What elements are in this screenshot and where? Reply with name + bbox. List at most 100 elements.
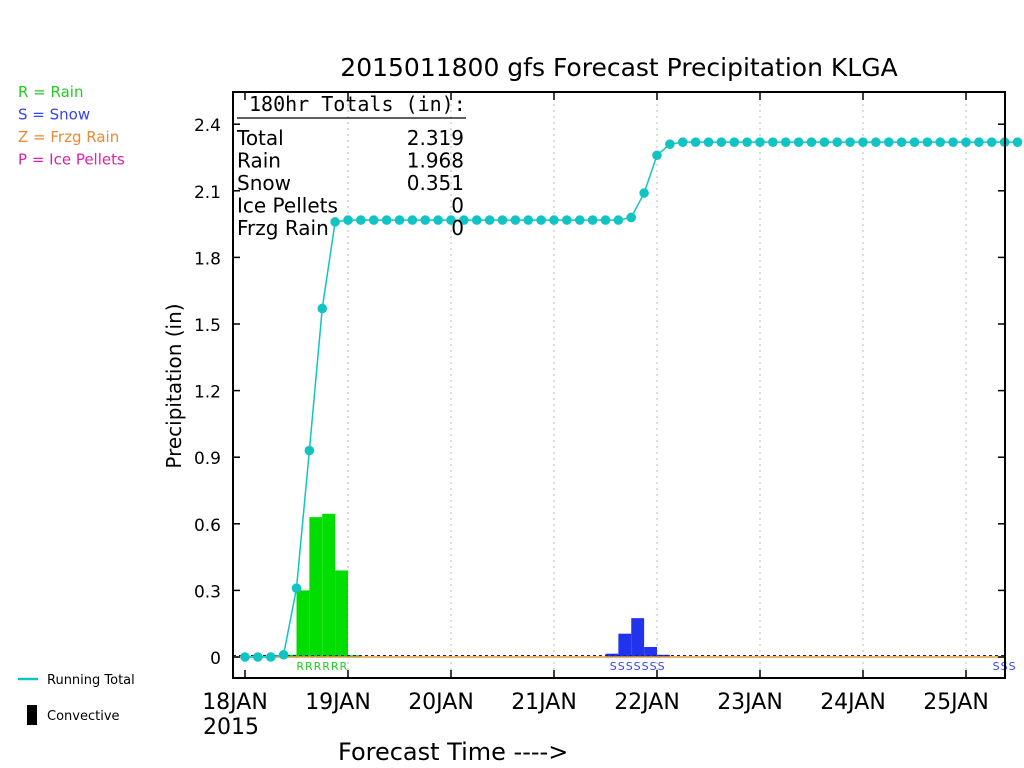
axes: 0 0.3 0.6 0.9 1.2 1.5 1.8 2.1 2.4 18JAN 19JAN 20JAN…: [194, 92, 1005, 715]
totals-value: 0.351: [407, 171, 464, 195]
totals-value: 1.968: [407, 149, 464, 173]
running-total-point: [652, 150, 662, 161]
rain-bar: [309, 517, 323, 657]
running-total-point: [394, 215, 405, 225]
ptype-legend: R = Rain S = Snow Z = Frzg Rain P = Ice Pel…: [18, 83, 125, 169]
running-total-point: [896, 137, 907, 147]
running-total-point: [986, 137, 997, 147]
series-legend-label: Convective: [47, 709, 120, 724]
ptype-legend-item: P = Ice Pellets: [18, 151, 125, 169]
y-tick-label: 0.6: [194, 516, 221, 536]
zero-line: RRRRRR SSSSSSS SSS: [233, 655, 1016, 673]
running-total-point: [922, 137, 933, 147]
running-total-point: [974, 137, 984, 147]
running-total-point: [523, 215, 534, 225]
grid: [347, 92, 967, 678]
running-total-point: [278, 649, 289, 660]
running-total-point: [845, 137, 855, 147]
running-total-point: [497, 215, 508, 225]
running-total-point: [871, 137, 881, 147]
y-tick-label: 0.9: [194, 449, 221, 469]
running-total-point: [446, 215, 456, 225]
x-tick-label: 20JAN: [408, 690, 474, 715]
totals-label: Frzg Rain: [237, 216, 329, 240]
running-total-point: [562, 215, 572, 225]
rain-bar: [348, 655, 361, 657]
y-tick-label: 1.5: [194, 316, 221, 336]
x-tick-label: 25JAN: [923, 690, 989, 715]
running-total-point: [729, 137, 740, 147]
running-total-point: [368, 215, 379, 225]
running-total-point: [755, 137, 765, 147]
x-tick-label: 24JAN: [820, 690, 886, 715]
running-total-point: [420, 215, 431, 225]
totals-box: 180hr Totals (in): Total 2.319 Rain 1.968 Sn…: [236, 92, 466, 240]
running-total-point: [1012, 137, 1023, 147]
running-total-point: [858, 137, 868, 147]
running-total-point: [549, 215, 559, 225]
running-total-point: [961, 137, 971, 147]
running-total-point: [909, 137, 920, 147]
y-tick-label: 0.3: [194, 582, 221, 602]
running-total-point: [665, 139, 675, 149]
convective-swatch: [27, 705, 37, 725]
totals-label: Snow: [237, 171, 291, 195]
running-total-point: [716, 137, 727, 147]
totals-label: Rain: [237, 149, 281, 173]
running-total-point: [690, 137, 701, 147]
running-total-point: [381, 215, 392, 225]
running-total-point: [343, 215, 353, 225]
running-total-point: [510, 215, 521, 225]
running-total-series: [240, 137, 1023, 662]
running-total-point: [703, 137, 714, 147]
running-total-point: [407, 215, 418, 225]
ptype-legend-item: R = Rain: [18, 83, 84, 101]
y-tick-label: 1.8: [194, 249, 221, 269]
running-total-point: [265, 652, 276, 662]
ptype-legend-item: S = Snow: [18, 106, 90, 124]
y-tick-label: 2.1: [194, 183, 221, 203]
totals-value: 2.319: [407, 126, 464, 150]
running-total-point: [330, 217, 340, 227]
series-legend-label: Running Total: [47, 673, 135, 688]
running-total-point: [356, 215, 366, 225]
rain-bar: [296, 590, 310, 657]
running-total-point: [832, 137, 843, 147]
precip-bars: [283, 513, 670, 657]
plot-frame: [232, 91, 1006, 679]
running-total-point: [536, 215, 546, 225]
running-total-point: [935, 137, 946, 147]
running-total-point: [304, 445, 315, 456]
y-tick-label: 1.2: [194, 383, 221, 403]
running-total-point: [626, 212, 637, 223]
running-total-point: [587, 215, 598, 225]
x-tick-label: 18JAN: [202, 690, 268, 715]
running-total-point: [317, 303, 328, 314]
snow-bar: [618, 633, 632, 657]
running-total-point: [574, 215, 585, 225]
y-tick-label: 0: [210, 649, 221, 669]
running-total-point: [768, 137, 778, 147]
running-total-point: [471, 215, 482, 225]
running-total-point: [613, 215, 624, 225]
running-total-point: [291, 583, 302, 593]
snow-bar: [644, 647, 657, 657]
running-total-point: [433, 215, 443, 225]
rain-bar: [283, 654, 297, 657]
y-tick-label: 2.4: [194, 116, 221, 136]
running-total-point: [819, 137, 830, 147]
ptype-legend-item: Z = Frzg Rain: [18, 128, 119, 146]
x-tick-label: 22JAN: [614, 690, 680, 715]
series-legend: Running Total Convective: [18, 673, 135, 725]
year-label: 2015: [203, 715, 259, 740]
x-tick-label: 23JAN: [717, 690, 783, 715]
running-total-point: [459, 215, 469, 225]
y-axis-label: Precipitation (in): [162, 303, 186, 468]
totals-label: Total: [236, 126, 284, 150]
running-total-point: [639, 188, 649, 198]
rain-bar: [322, 513, 336, 657]
x-tick-label: 21JAN: [511, 690, 577, 715]
running-total-point: [484, 215, 495, 225]
running-total-point: [793, 137, 804, 147]
